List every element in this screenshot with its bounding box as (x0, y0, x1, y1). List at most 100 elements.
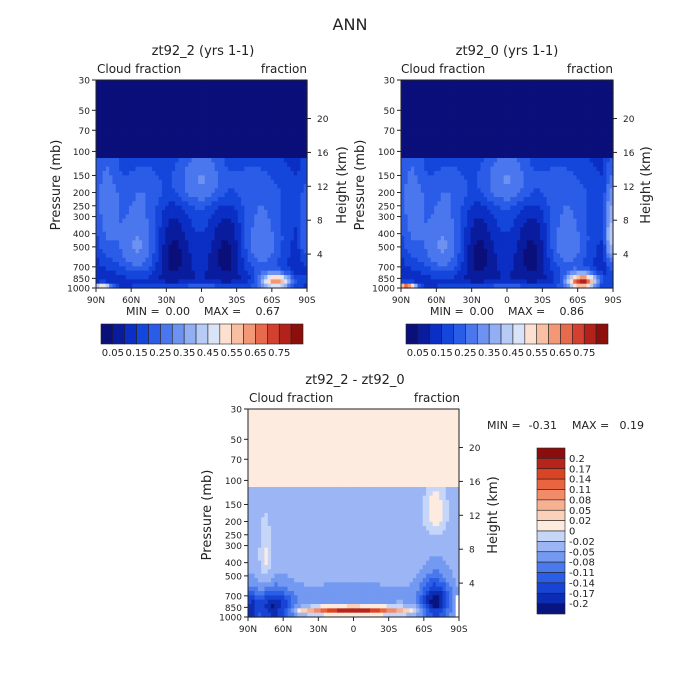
contour-cell (470, 88, 475, 94)
contour-cell (447, 145, 452, 150)
contour-cell (473, 153, 478, 159)
contour-cell (96, 149, 100, 155)
contour-cell (437, 153, 442, 159)
contour-cell (122, 119, 127, 124)
contour-cell (211, 218, 216, 224)
contour-cell (293, 149, 298, 155)
contour-cell (135, 88, 140, 94)
contour-cell (168, 175, 173, 181)
contour-cell (231, 166, 236, 172)
contour-cell (109, 192, 114, 198)
contour-cell (430, 145, 435, 150)
contour-cell (211, 145, 216, 150)
contour-cell (516, 123, 521, 129)
contour-cell (96, 153, 100, 159)
contour-cell (161, 249, 166, 254)
contour-cell (414, 227, 419, 233)
contour-cell (188, 158, 193, 163)
contour-cell (460, 84, 465, 90)
contour-cell (447, 101, 452, 107)
contour-cell (516, 249, 521, 254)
contour-cell (221, 270, 226, 276)
contour-cell (457, 114, 462, 120)
contour-cell (297, 179, 302, 185)
contour-cell (507, 127, 511, 133)
contour-cell (244, 262, 249, 267)
contour-cell (493, 283, 498, 289)
contour-cell (437, 257, 442, 263)
contour-cell (148, 236, 153, 241)
contour-cell (287, 97, 292, 103)
contour-cell (257, 132, 262, 137)
contour-cell (507, 205, 511, 211)
contour-cell (241, 223, 245, 228)
contour-cell (250, 214, 255, 220)
contour-cell (490, 244, 495, 250)
contour-cell (497, 205, 501, 211)
contour-cell (214, 262, 219, 267)
contour-cell (241, 123, 245, 129)
contour-cell (287, 197, 292, 202)
contour-cell (181, 266, 186, 272)
contour-cell (493, 136, 498, 142)
contour-cell (460, 106, 465, 111)
contour-cell (470, 231, 475, 237)
contour-cell (470, 240, 475, 246)
contour-cell (470, 132, 475, 137)
contour-cell (467, 240, 472, 246)
contour-cell (214, 166, 219, 172)
contour-cell (274, 210, 278, 215)
contour-cell (430, 244, 435, 250)
contour-cell (234, 236, 239, 241)
contour-cell (178, 145, 183, 150)
contour-cell (128, 279, 133, 285)
contour-cell (414, 179, 419, 185)
contour-cell (122, 188, 127, 194)
contour-cell (280, 275, 285, 280)
contour-cell (513, 127, 518, 133)
contour-cell (181, 145, 186, 150)
contour-cell (447, 210, 452, 215)
contour-cell (234, 214, 239, 220)
contour-cell (211, 136, 216, 142)
contour-cell (283, 93, 288, 98)
contour-cell (161, 114, 166, 120)
contour-cell (523, 132, 528, 137)
contour-cell (122, 106, 127, 111)
contour-cell (102, 80, 107, 85)
contour-cell (454, 119, 458, 124)
contour-cell (463, 257, 468, 263)
contour-cell (132, 184, 137, 189)
contour-cell (503, 106, 508, 111)
contour-cell (138, 275, 143, 280)
contour-cell (244, 179, 249, 185)
contour-cell (211, 127, 216, 133)
contour-cell (267, 231, 272, 237)
contour-cell (277, 132, 282, 137)
contour-cell (483, 279, 488, 285)
contour-cell (152, 140, 156, 146)
contour-cell (257, 84, 262, 90)
contour-cell (410, 201, 415, 207)
contour-cell (135, 171, 140, 176)
contour-cell (165, 253, 170, 259)
contour-cell (430, 123, 435, 129)
contour-cell (293, 158, 298, 163)
contour-cell (490, 262, 495, 267)
contour-cell (155, 136, 160, 142)
contour-cell (254, 210, 259, 215)
contour-cell (417, 270, 422, 276)
contour-cell (175, 106, 180, 111)
contour-cell (297, 162, 302, 168)
contour-cell (274, 275, 278, 280)
contour-cell (122, 253, 127, 259)
contour-cell (221, 132, 226, 137)
contour-cell (267, 275, 272, 280)
contour-cell (470, 270, 475, 276)
contour-cell (115, 179, 120, 185)
contour-cell (280, 166, 285, 172)
contour-cell (483, 145, 488, 150)
contour-cell (221, 123, 226, 129)
contour-cell (520, 171, 525, 176)
contour-cell (404, 127, 409, 133)
